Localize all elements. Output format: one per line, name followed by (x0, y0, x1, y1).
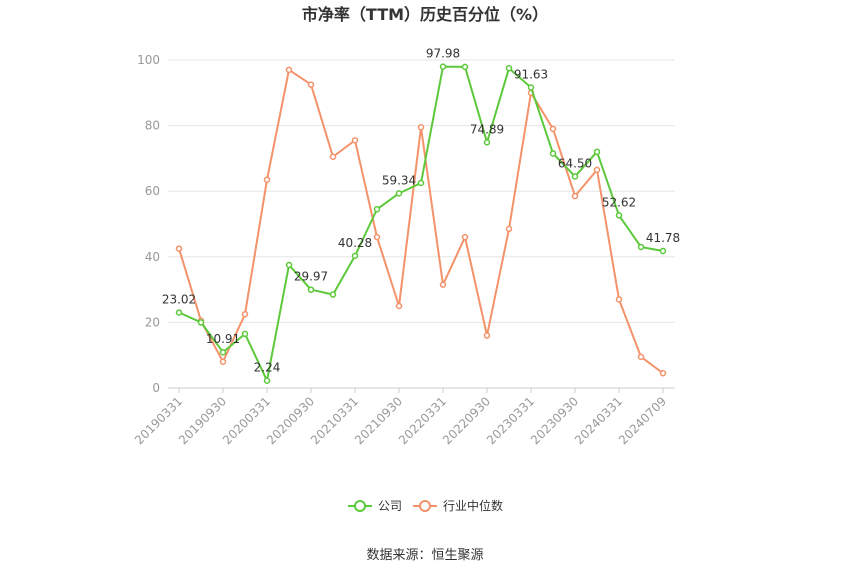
data-point (659, 369, 667, 377)
data-point (615, 296, 623, 303)
data-point (219, 348, 227, 356)
legend-marker-industry (419, 500, 431, 512)
x-axis: 2019033120190930202003312020093020210331… (132, 387, 675, 447)
data-point (637, 243, 645, 251)
data-point (549, 125, 557, 133)
data-point (219, 358, 227, 366)
data-point (439, 63, 447, 70)
data-point (285, 261, 293, 269)
data-label: 23.02 (162, 292, 196, 306)
data-point (659, 247, 667, 255)
data-point (417, 123, 425, 131)
data-point (571, 173, 579, 180)
y-tick-label: 60 (145, 184, 160, 198)
data-point (285, 66, 293, 74)
data-point (329, 291, 337, 298)
series-group (175, 63, 667, 384)
data-point (329, 153, 337, 161)
y-tick-label: 40 (145, 250, 160, 264)
data-point (461, 233, 469, 241)
data-point (439, 281, 447, 288)
data-label: 91.63 (514, 67, 548, 81)
data-point (263, 377, 271, 384)
data-label: 52.62 (602, 195, 636, 209)
data-point (417, 179, 425, 187)
data-point (527, 84, 535, 91)
data-label: 97.98 (426, 47, 460, 61)
data-point (307, 286, 315, 293)
y-axis: 0 20 40 60 80 100 (137, 53, 160, 395)
data-point (351, 137, 359, 144)
data-point (373, 205, 381, 213)
data-label: 29.97 (294, 270, 328, 284)
source-note: 数据来源：恒生聚源 (366, 548, 483, 563)
y-tick-label: 20 (145, 315, 160, 329)
legend-label-company: 公司 (378, 499, 402, 513)
data-point (483, 332, 491, 339)
series-line-1 (178, 68, 664, 375)
x-tick-label: 20240709 (616, 394, 669, 447)
data-point (593, 148, 601, 156)
data-label: 2.24 (254, 361, 281, 375)
data-labels: 23.02 10.91 2.24 29.97 40.28 59.34 97.98 74.89 9… (162, 47, 680, 375)
data-point (461, 63, 469, 71)
data-point (395, 302, 403, 310)
data-point (175, 245, 183, 252)
y-tick-label: 100 (137, 53, 160, 67)
data-point (263, 176, 271, 183)
y-tick-label: 80 (145, 119, 160, 133)
data-point (571, 192, 579, 200)
legend-marker-company (354, 500, 366, 512)
data-point (615, 212, 623, 219)
data-label: 40.28 (338, 236, 372, 250)
data-label: 74.89 (470, 122, 504, 136)
data-point (593, 166, 601, 174)
data-label: 59.34 (382, 173, 416, 187)
legend-item-company[interactable]: 公司 (348, 499, 402, 513)
grid-lines (168, 59, 675, 323)
data-point (307, 81, 315, 88)
data-point (505, 225, 513, 233)
data-point (241, 330, 249, 338)
data-label: 10.91 (206, 332, 240, 346)
data-label: 41.78 (646, 231, 680, 245)
y-tick-label: 0 (152, 381, 160, 395)
legend-item-industry[interactable]: 行业中位数 (413, 498, 503, 513)
data-point (175, 309, 183, 316)
data-point (351, 252, 359, 260)
data-point (373, 233, 381, 241)
legend[interactable]: 公司 行业中位数 (348, 498, 503, 513)
data-point (549, 150, 557, 157)
chart-title: 市净率（TTM）历史百分位（%） (302, 5, 548, 24)
legend-label-industry: 行业中位数 (443, 498, 503, 513)
series-line-0 (178, 65, 664, 382)
data-point (197, 319, 205, 326)
data-point (637, 353, 645, 361)
data-point (241, 310, 249, 318)
data-point (395, 190, 403, 197)
data-label: 64.50 (558, 156, 592, 170)
data-point (505, 64, 513, 72)
data-point (483, 139, 491, 146)
